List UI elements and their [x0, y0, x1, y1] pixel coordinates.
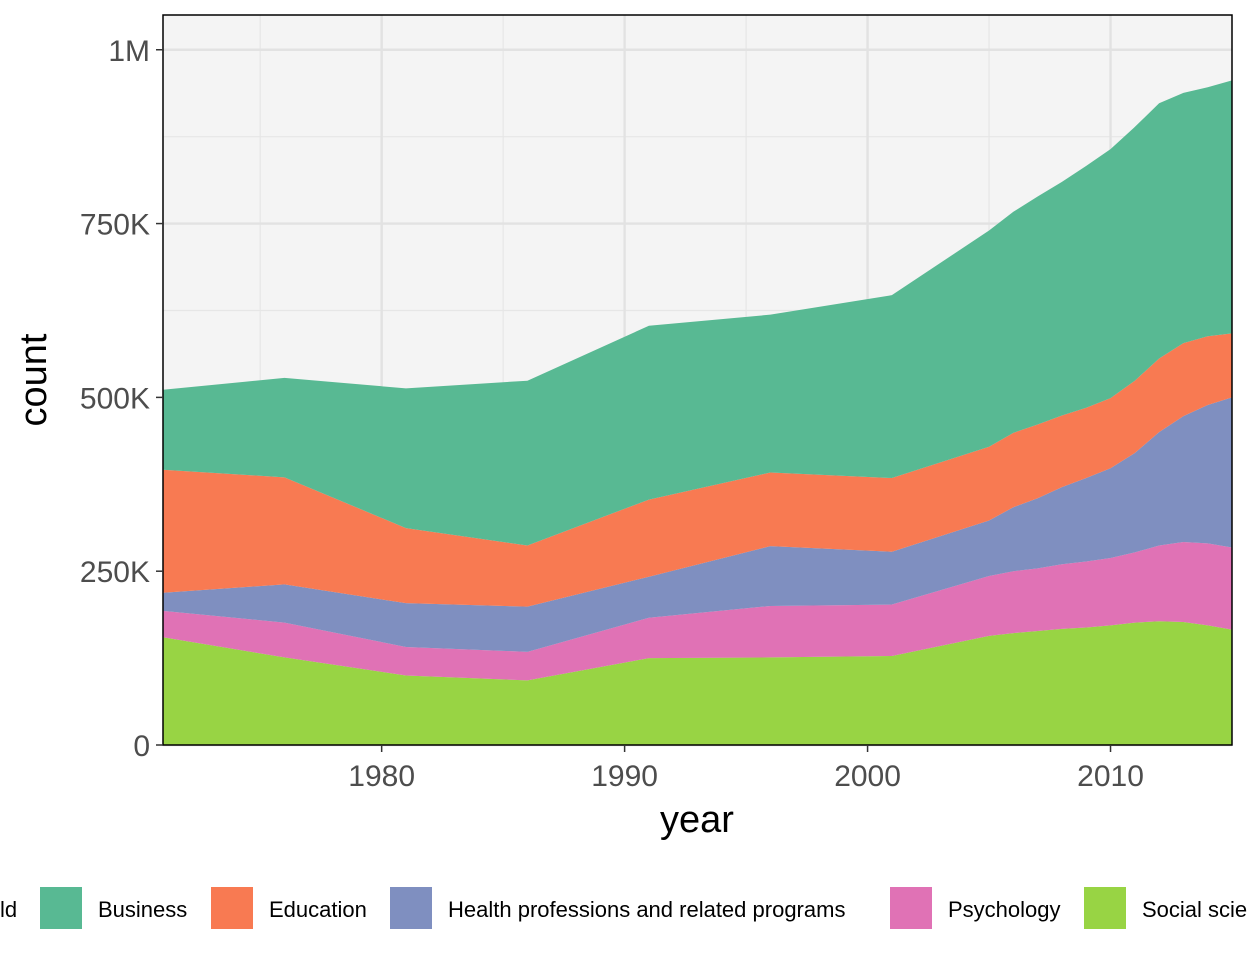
y-tick-label: 250K — [80, 556, 150, 589]
legend: ld Business Education Health professions a… — [0, 887, 1247, 929]
legend-key-social-sciences-and-history — [1084, 887, 1126, 929]
legend-key-health-professions-and-related-programs — [390, 887, 432, 929]
area-psychology — [163, 541, 1232, 681]
area-social-sciences-and-history — [163, 621, 1232, 745]
y-axis: 0 250K 500K 750K 1M — [80, 35, 163, 763]
legend-key-business — [40, 887, 82, 929]
legend-label-psychology: Psychology — [948, 897, 1061, 922]
area-business — [163, 80, 1232, 546]
legend-label-education: Education — [269, 897, 367, 922]
y-tick-label: 1M — [108, 35, 150, 68]
area-series — [163, 80, 1232, 745]
legend-label-health-professions-and-related-programs: Health professions and related programs — [448, 897, 845, 922]
area-education — [163, 333, 1232, 607]
x-tick-label: 1980 — [348, 760, 415, 793]
legend-key-education — [211, 887, 253, 929]
x-tick-label: 2010 — [1077, 760, 1144, 793]
x-axis-title: year — [660, 799, 734, 841]
x-tick-label: 1990 — [591, 760, 658, 793]
y-tick-label: 0 — [133, 730, 150, 763]
y-tick-label: 750K — [80, 209, 150, 242]
x-axis: 1980 1990 2000 2010 — [348, 745, 1144, 793]
y-axis-title: count — [13, 333, 55, 426]
area-health-professions-and-related-programs — [163, 397, 1232, 652]
panel-border — [162, 14, 1233, 746]
y-tick-label: 500K — [80, 382, 150, 415]
legend-label-business: Business — [98, 897, 187, 922]
legend-label-social-sciences-and-history: Social scie — [1142, 897, 1247, 922]
legend-title: ld — [0, 897, 17, 922]
legend-key-psychology — [890, 887, 932, 929]
x-tick-label: 2000 — [834, 760, 901, 793]
